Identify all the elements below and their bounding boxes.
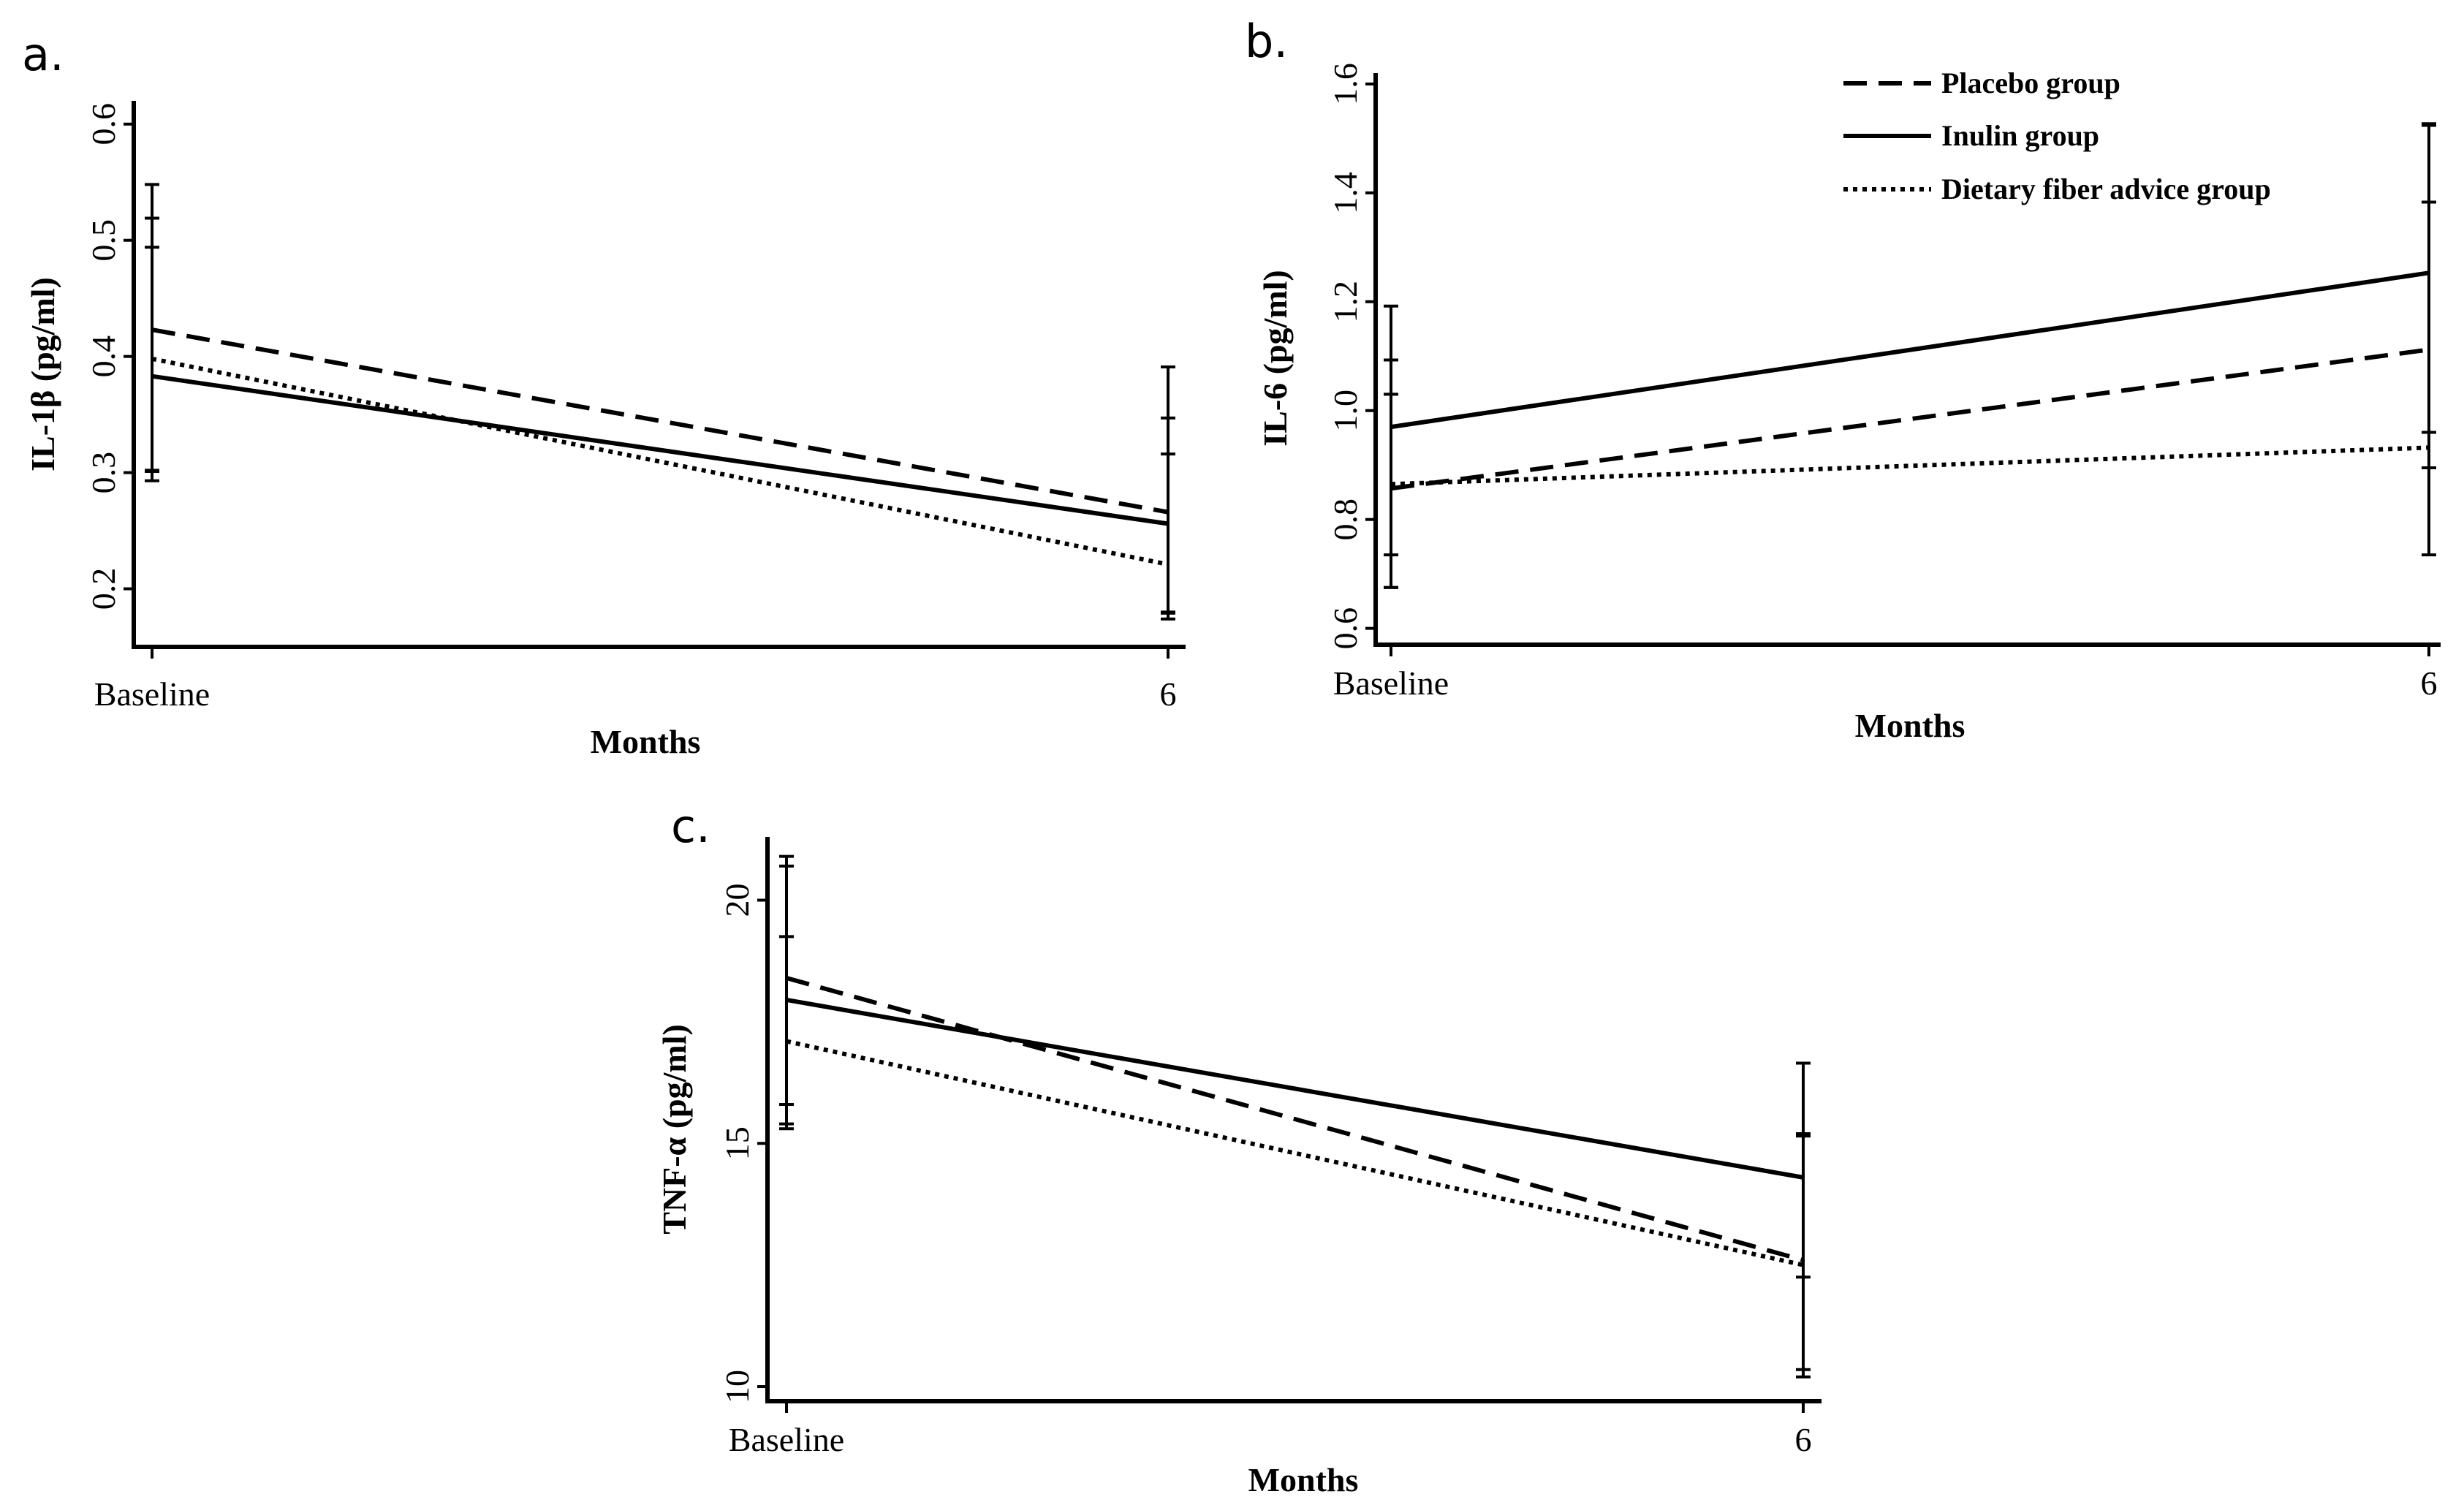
panel-b-y-axis-title: IL-6 (pg/ml) — [1256, 270, 1294, 447]
panel-c-line-dietary — [786, 1039, 1804, 1267]
panel-b-ytick-label-3: 1.2 — [1327, 281, 1364, 323]
panel-b-ytick-label-2: 1.0 — [1327, 390, 1364, 432]
panel-b-ytick-label-0: 0.6 — [1327, 607, 1364, 650]
panel-a-x-axis-title: Months — [591, 723, 701, 760]
panel-c-xtick-label-1: 6 — [1795, 1421, 1812, 1458]
legend-label-placebo: Placebo group — [1941, 67, 2120, 99]
panel-b-ytick-label-1: 0.8 — [1327, 498, 1364, 541]
panel-b-xtick-label-0: Baseline — [1333, 664, 1449, 702]
panel-a-line-dietary — [151, 356, 1169, 567]
panel-a-errorbar-dietary-1 — [1161, 452, 1175, 615]
panel-c-ytick-label-2: 20 — [719, 884, 756, 917]
panel-b-errorbar-dietary-0 — [1384, 393, 1398, 589]
panel-b-ytick-label-5: 1.6 — [1327, 63, 1364, 105]
panel-a-y-axis-title: IL-1β (pg/ml) — [24, 277, 61, 471]
panel-c-x-axis-title: Months — [1248, 1461, 1359, 1498]
panel-a-line-inulin — [151, 374, 1169, 526]
panel-a-xtick-label-1: 6 — [1160, 675, 1177, 713]
panel-a-xtick-label-0: Baseline — [94, 675, 210, 713]
legend: Placebo group Inulin group Dietary fiber… — [1843, 67, 2271, 205]
panel-c-line-inulin — [786, 997, 1804, 1180]
panel-c: c. 10 15 20 Baseline 6 Months TNF-α (pg/ml) — [656, 800, 1822, 1498]
panel-c-errorbar-dietary-1 — [1796, 1134, 1811, 1371]
panel-a-ytick-label-2: 0.4 — [85, 336, 122, 377]
panel-a-ytick-label-1: 0.3 — [85, 452, 122, 494]
panel-a-ytick-label-3: 0.5 — [85, 219, 122, 262]
panel-b-line-dietary — [1390, 445, 2430, 487]
panel-b: b. 0.6 0.8 1.0 1.2 1.4 1.6 Baseline 6 Months I… — [1245, 15, 2441, 744]
legend-label-dietary: Dietary fiber advice group — [1941, 173, 2271, 205]
panel-b-ytick-label-4: 1.4 — [1327, 172, 1364, 214]
panel-a-ytick-label-0: 0.2 — [85, 568, 122, 610]
panel-c-xtick-label-0: Baseline — [729, 1421, 844, 1458]
panel-b-x-axis-title: Months — [1855, 707, 1965, 744]
panel-c-ytick-label-1: 15 — [719, 1126, 756, 1160]
panel-a: a. 0.2 0.3 0.4 0.5 0.6 Baseline 6 Months IL-1… — [22, 28, 1186, 760]
panel-b-line-placebo — [1390, 347, 2430, 491]
panel-c-ytick-label-0: 10 — [719, 1370, 756, 1403]
panel-c-errorbar-dietary-0 — [779, 935, 794, 1126]
legend-label-inulin: Inulin group — [1941, 119, 2099, 152]
panel-c-line-placebo — [786, 976, 1804, 1262]
panel-c-label: c. — [671, 800, 710, 853]
panel-b-xtick-label-1: 6 — [2421, 664, 2438, 702]
panel-a-label: a. — [22, 28, 64, 81]
panel-b-label: b. — [1245, 15, 1288, 68]
panel-c-y-axis-title: TNF-α (pg/ml) — [656, 1024, 693, 1235]
panel-a-ytick-label-4: 0.6 — [85, 103, 122, 145]
panel-a-line-placebo — [151, 327, 1169, 515]
panel-b-errorbar-dietary-1 — [2422, 200, 2436, 557]
panel-b-line-inulin — [1390, 270, 2430, 430]
